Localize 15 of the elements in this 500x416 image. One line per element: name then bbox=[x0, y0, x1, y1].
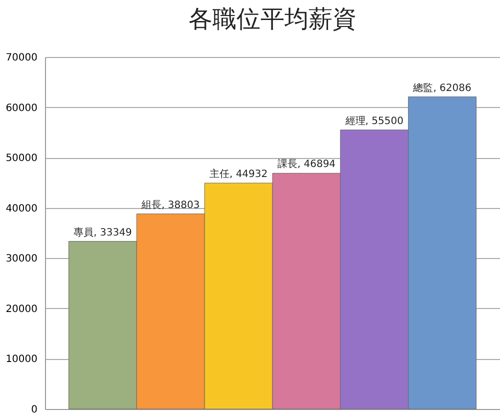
data-label: 組長, 38803 bbox=[140, 200, 200, 211]
data-label: 主任, 44932 bbox=[209, 168, 268, 180]
y-tick-label: 50000 bbox=[6, 153, 38, 164]
data-label: 總監, 62086 bbox=[412, 82, 472, 94]
y-tick-label: 70000 bbox=[6, 52, 38, 64]
y-tick-label: 60000 bbox=[6, 102, 38, 114]
y-tick-label: 40000 bbox=[6, 203, 38, 214]
y-tick-label: 20000 bbox=[6, 304, 38, 315]
data-label: 經理, 55500 bbox=[344, 116, 404, 127]
y-tick-label: 0 bbox=[31, 404, 38, 416]
y-tick-label: 10000 bbox=[6, 354, 38, 366]
y-tick-label: 30000 bbox=[6, 254, 38, 265]
data-label: 課長, 46894 bbox=[277, 158, 336, 170]
data-label: 專員, 33349 bbox=[74, 226, 132, 238]
chart-title: 各職位平均薪資 bbox=[188, 5, 356, 33]
